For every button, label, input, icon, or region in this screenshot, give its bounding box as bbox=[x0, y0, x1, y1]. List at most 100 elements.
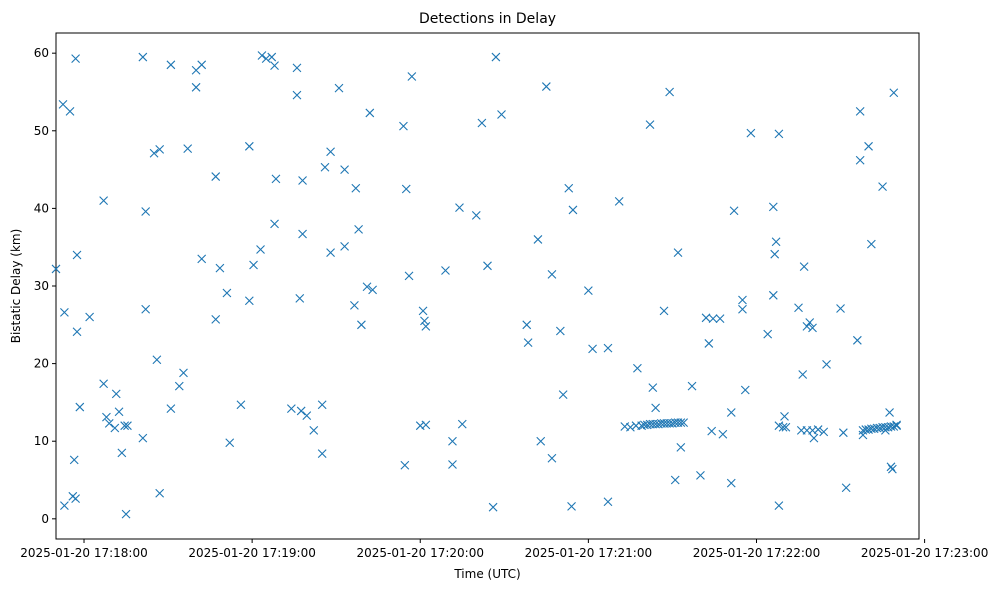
data-point bbox=[718, 429, 728, 439]
data-point bbox=[567, 502, 576, 511]
data-point bbox=[488, 502, 498, 512]
data-point bbox=[51, 264, 61, 274]
data-point bbox=[707, 426, 717, 436]
data-points bbox=[51, 51, 901, 519]
data-point bbox=[149, 148, 159, 158]
y-tick-label: 60 bbox=[34, 46, 49, 60]
data-point bbox=[102, 412, 111, 422]
data-point bbox=[354, 224, 363, 234]
data-point bbox=[123, 421, 132, 431]
data-point bbox=[302, 411, 312, 420]
x-tick-label: 2025-01-20 17:18:00 bbox=[20, 546, 147, 560]
data-point bbox=[60, 501, 69, 511]
data-point bbox=[645, 120, 655, 129]
data-point bbox=[197, 254, 207, 264]
data-point bbox=[270, 219, 279, 229]
data-point bbox=[805, 318, 815, 327]
data-point bbox=[696, 470, 705, 480]
data-point bbox=[298, 176, 307, 185]
data-point bbox=[892, 420, 901, 430]
data-point bbox=[104, 418, 114, 428]
x-axis: 2025-01-20 17:18:00 2025-01-20 17:19:00 20… bbox=[20, 539, 988, 560]
data-point bbox=[648, 383, 658, 393]
data-point bbox=[298, 229, 307, 239]
data-point bbox=[819, 427, 829, 437]
data-point bbox=[523, 338, 533, 348]
data-point bbox=[58, 100, 68, 109]
data-point bbox=[533, 235, 543, 244]
data-point bbox=[309, 425, 319, 435]
data-point bbox=[71, 54, 81, 63]
data-point bbox=[174, 381, 184, 391]
data-point bbox=[296, 406, 306, 416]
data-point bbox=[441, 266, 450, 275]
data-point bbox=[729, 206, 739, 216]
data-point bbox=[633, 363, 642, 373]
y-tick-label: 40 bbox=[34, 201, 49, 215]
data-point bbox=[121, 509, 131, 519]
data-point bbox=[768, 202, 778, 212]
data-point bbox=[687, 381, 697, 391]
data-point bbox=[401, 184, 411, 194]
data-point bbox=[75, 402, 85, 412]
data-point bbox=[211, 172, 221, 181]
data-point bbox=[568, 205, 578, 215]
data-point bbox=[99, 196, 109, 206]
data-point bbox=[69, 455, 79, 465]
data-point bbox=[295, 294, 305, 303]
data-point bbox=[679, 418, 689, 427]
data-point bbox=[418, 306, 428, 316]
data-point bbox=[407, 72, 417, 81]
y-tick-label: 50 bbox=[34, 124, 49, 138]
data-point bbox=[497, 110, 506, 119]
data-point bbox=[404, 271, 414, 281]
data-point bbox=[244, 141, 254, 151]
data-point bbox=[320, 162, 330, 172]
data-point bbox=[155, 145, 165, 154]
data-point bbox=[292, 90, 302, 100]
data-point bbox=[626, 422, 635, 432]
data-point bbox=[813, 425, 823, 434]
data-point bbox=[738, 304, 747, 314]
data-point bbox=[708, 314, 718, 323]
data-point bbox=[809, 433, 819, 443]
data-point bbox=[483, 261, 492, 271]
data-point bbox=[771, 237, 781, 247]
y-tick-label: 0 bbox=[41, 512, 49, 526]
data-point bbox=[555, 326, 565, 336]
data-point bbox=[85, 312, 95, 322]
data-point bbox=[794, 303, 803, 313]
data-point bbox=[340, 242, 349, 251]
data-point bbox=[822, 359, 831, 369]
data-point bbox=[726, 478, 736, 488]
y-tick-label: 30 bbox=[34, 279, 49, 293]
data-point bbox=[271, 174, 281, 184]
data-point bbox=[665, 87, 675, 97]
data-point bbox=[676, 443, 686, 452]
data-point bbox=[536, 436, 546, 446]
data-point bbox=[455, 203, 464, 213]
data-point bbox=[191, 82, 201, 92]
data-point bbox=[715, 314, 725, 323]
data-point bbox=[864, 141, 873, 151]
data-point bbox=[878, 182, 887, 192]
data-point bbox=[676, 418, 686, 427]
data-point bbox=[763, 329, 773, 339]
data-point bbox=[746, 128, 756, 138]
x-axis-label: Time (UTC) bbox=[453, 567, 520, 581]
data-point bbox=[614, 197, 624, 206]
data-point bbox=[249, 260, 258, 270]
data-point bbox=[774, 129, 784, 139]
data-point bbox=[778, 422, 788, 432]
data-point bbox=[368, 285, 378, 295]
data-point bbox=[72, 250, 82, 260]
data-point bbox=[802, 321, 812, 331]
data-point bbox=[889, 422, 899, 431]
data-point bbox=[138, 433, 148, 443]
data-point bbox=[225, 438, 235, 448]
data-point bbox=[71, 494, 81, 504]
data-point bbox=[448, 436, 457, 446]
data-point bbox=[541, 82, 551, 91]
data-point bbox=[841, 483, 851, 493]
